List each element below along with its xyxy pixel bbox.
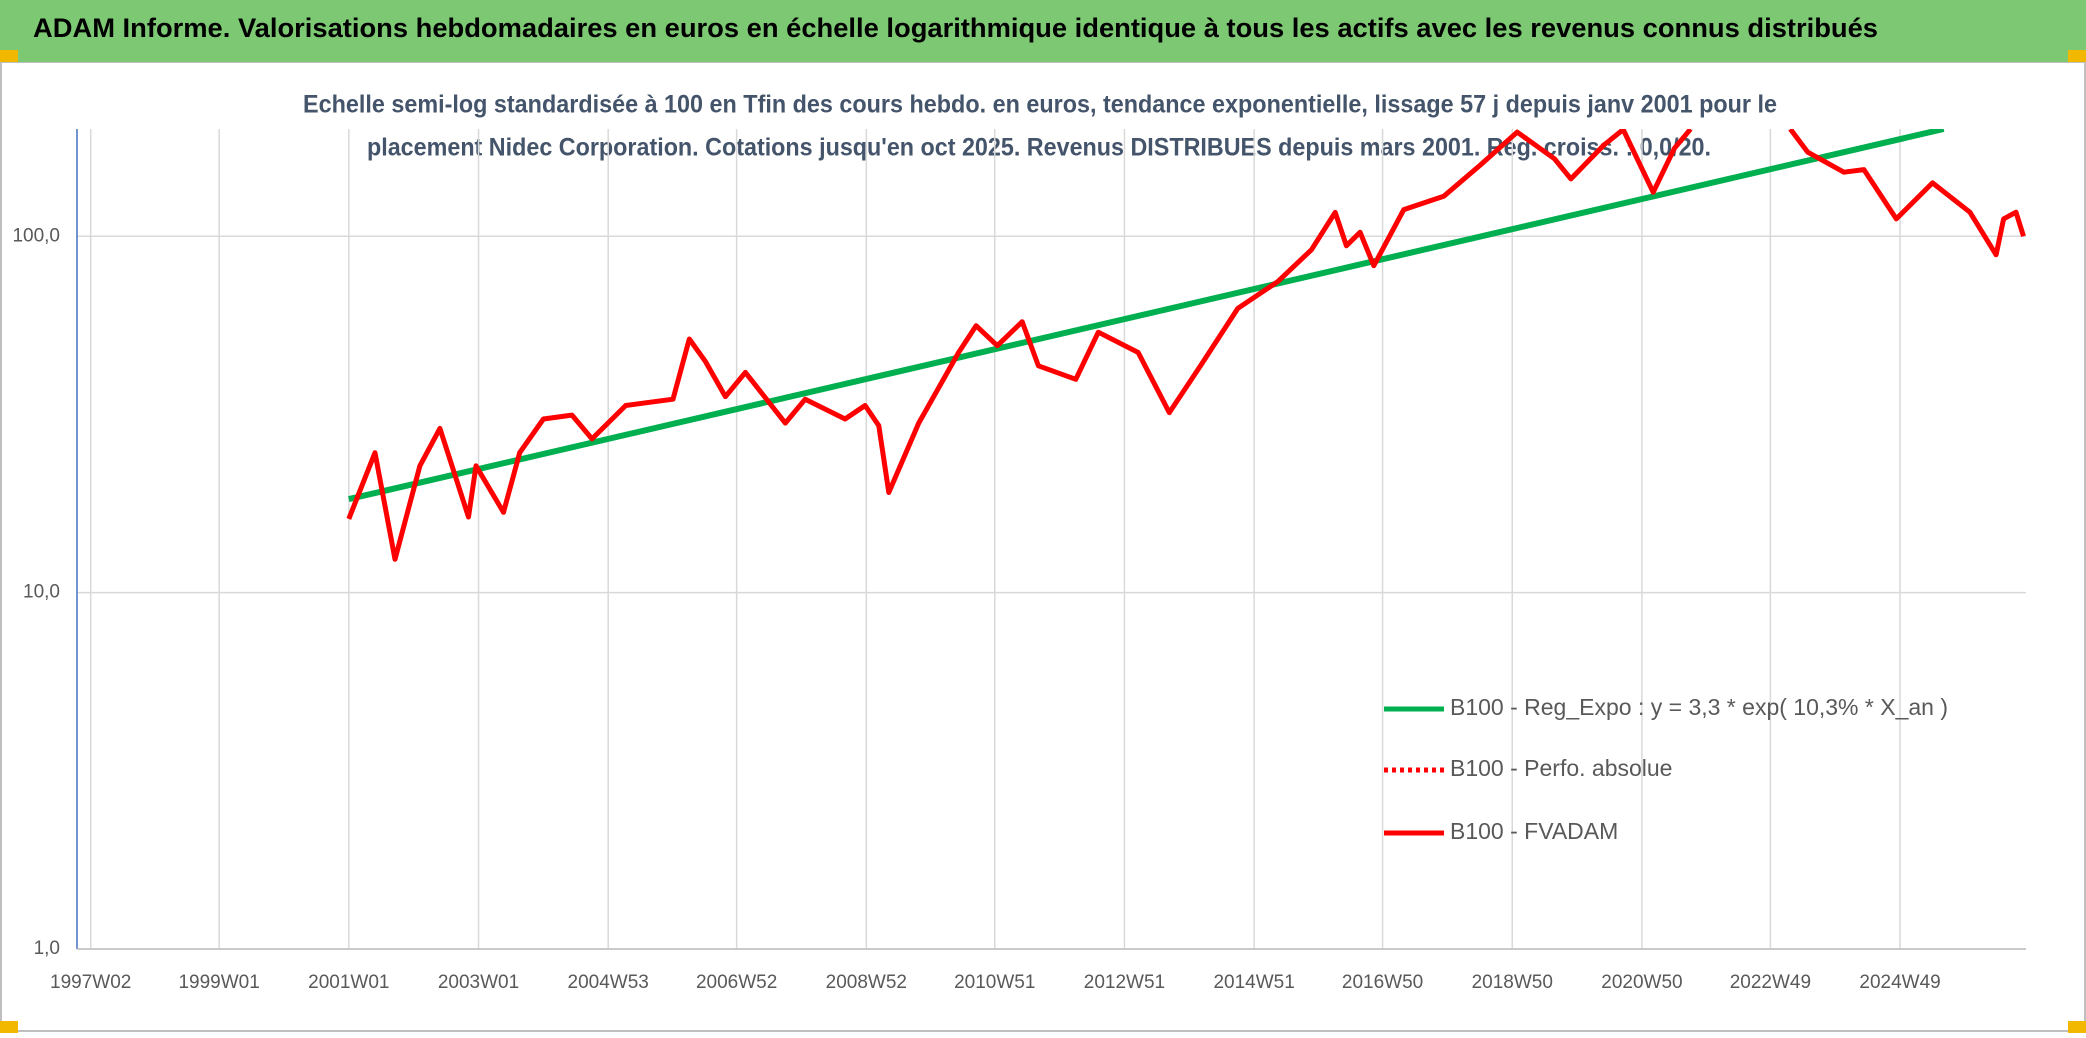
x-tick-label: 2004W53 xyxy=(568,972,649,993)
x-tick-label: 2022W49 xyxy=(1730,972,1811,993)
y-tick-label: 10,0 xyxy=(23,582,60,603)
x-tick-label: 2010W51 xyxy=(954,972,1035,993)
corner xyxy=(0,50,18,62)
plot-area xyxy=(346,129,2026,562)
x-tick-label: 2016W50 xyxy=(1342,972,1423,993)
x-tick-label: 2018W50 xyxy=(1472,972,1553,993)
x-tick-label: 1997W02 xyxy=(50,972,131,993)
legend-label: B100 - Perfo. absolue xyxy=(1450,755,1672,781)
legend-label: B100 - FVADAM xyxy=(1450,818,1618,844)
x-tick-label: 2014W51 xyxy=(1213,972,1294,993)
x-tick-label: 2006W52 xyxy=(696,972,777,993)
chart-subtitle: Echelle semi-log standardisée à 100 en T… xyxy=(303,91,1777,119)
legend-label: B100 - Reg_Expo : y = 3,3 * exp( 10,3% *… xyxy=(1450,694,1948,720)
x-tick-label: 2020W50 xyxy=(1601,972,1682,993)
y-tick-label: 100,0 xyxy=(12,225,60,246)
x-tick-label: 2008W52 xyxy=(826,972,907,993)
x-tick-label: 2001W01 xyxy=(308,972,389,993)
header-bar xyxy=(0,0,2086,62)
chart-title: ADAM Informe. Valorisations hebdomadaire… xyxy=(33,13,1878,43)
data-line xyxy=(346,129,2026,562)
x-tick-label: 1999W01 xyxy=(178,972,259,993)
data-line xyxy=(348,129,1945,503)
x-tick-label: 2024W49 xyxy=(1859,972,1940,993)
x-tick-label: 2012W51 xyxy=(1084,972,1165,993)
corner xyxy=(0,1021,18,1033)
x-tick-label: 2003W01 xyxy=(438,972,519,993)
corner xyxy=(2068,50,2086,62)
y-tick-label: 1,0 xyxy=(34,938,60,959)
corner xyxy=(2068,1021,2086,1033)
